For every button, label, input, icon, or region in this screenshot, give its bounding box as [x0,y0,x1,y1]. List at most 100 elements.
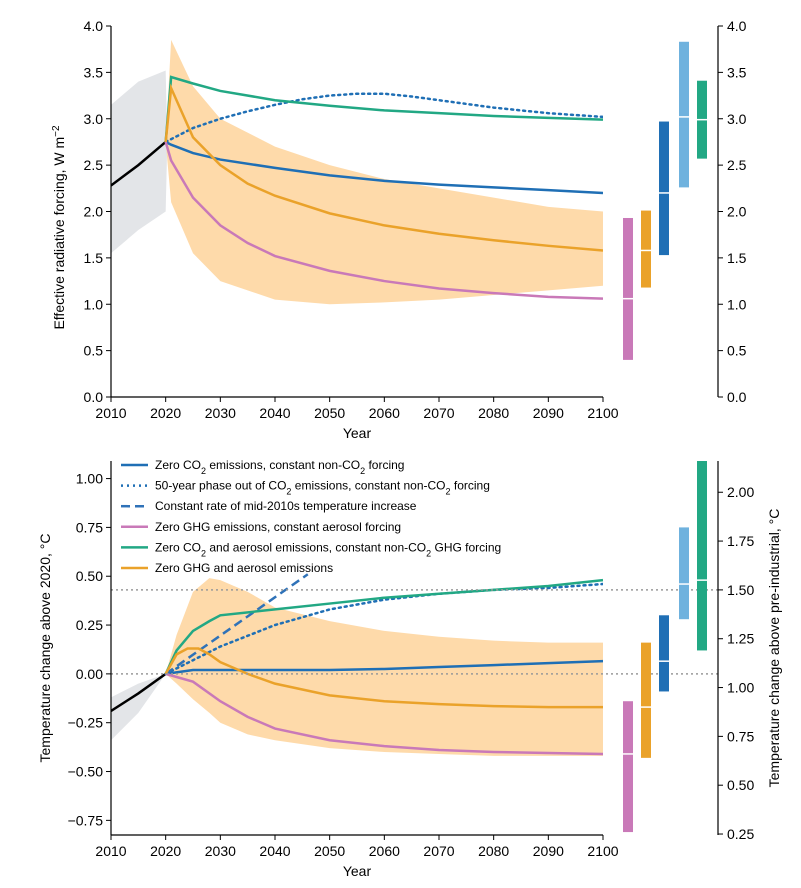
right-y-tick-label: 2.5 [727,157,747,173]
y-tick-label: 0.25 [76,617,103,633]
y-tick-label: 1.00 [76,471,103,487]
right-y-tick-label: 1.00 [727,680,754,696]
legend-text-part: 2 [201,548,206,558]
right-y-tick-label: 1.5 [727,250,747,266]
x-tick-label: 2050 [314,843,345,859]
legend-label-phase_out: 50-year phase out of CO2 emissions, cons… [155,479,490,497]
forcing-panel: 2010 2020 2030 2040 2050 2060 2070 2080 2090 2100… [51,18,747,441]
legend-text-part: emissions, constant non-CO [206,458,360,472]
plot-area [111,39,603,305]
y-tick-label: 4.0 [84,18,104,34]
x-axis-label: Year [343,863,372,879]
series-line-zero_co2_aerosol [164,75,603,143]
x-tick-label: 2010 [95,843,126,859]
series-line-constant_rate [164,573,309,675]
y-tick-label: 3.5 [84,64,104,80]
legend-text-part: forcing [365,458,404,472]
series-line-phase_out [164,582,603,676]
legend-text-part: Constant rate of mid-2010s temperature i… [155,499,417,513]
y-tick-label: 2.0 [84,204,104,220]
x-tick-label: 2030 [205,843,236,859]
legend-text-part: Zero CO [155,540,201,554]
range-bar-zero_ghg_aerosol [641,642,651,758]
x-tick-label: 2030 [205,405,236,421]
right-y-tick-label: 3.5 [727,64,747,80]
x-tick-label: 2010 [95,405,126,421]
legend-text-part: forcing [451,479,490,493]
x-tick-label: 2100 [587,405,618,421]
right-y-tick-label: 0.50 [727,777,754,793]
legend-text-part: 50-year phase out of CO [155,479,286,493]
right-y-tick-label: 3.0 [727,111,747,127]
history-line [111,672,167,713]
y-tick-label: −0.50 [68,764,104,780]
x-axis-label: Year [343,425,372,441]
x-tick-label: 2020 [150,843,181,859]
right-y-tick-label: 2.00 [727,484,754,500]
legend-text-part: emissions, constant non-CO [291,479,445,493]
x-tick-label: 2080 [478,405,509,421]
range-bar-zero_co2 [659,615,669,692]
x-tick-label: 2060 [369,843,400,859]
legend-text-part: 2 [360,466,365,476]
legend-text-part: 2 [201,466,206,476]
y-tick-label: 0.00 [76,666,103,682]
right-y-tick-label: 0.25 [727,826,754,842]
y-tick-label: 0.5 [84,343,104,359]
temperature-panel: 2010 2020 2030 2040 2050 2060 2070 2080 2090 2100… [37,458,782,879]
x-tick-label: 2100 [587,843,618,859]
legend-label-zero_co2: Zero CO2 emissions, constant non-CO2 for… [155,458,404,476]
legend-text-part: 2 [286,487,291,497]
legend-text-part: and aerosol emissions, constant non-CO [206,540,426,554]
range-bar-zero_ghg_aerosol [641,210,651,288]
range-bar-zero_ghg [623,701,633,833]
right-y-tick-label: 4.0 [727,18,747,34]
legend: Zero CO2 emissions, constant non-CO2 for… [121,458,501,575]
series-line-zero_ghg_aerosol [164,83,603,252]
right-y-tick-label: 1.0 [727,296,747,312]
aerosol-uncertainty-band [165,578,603,756]
y-axis-label: Effective radiative forcing, W m−2 [51,125,68,330]
right-y-tick-label: 0.5 [727,343,747,359]
x-tick-label: 2020 [150,405,181,421]
legend-text-part: Zero GHG and aerosol emissions [155,561,333,575]
right-y-tick-label: 2.0 [727,204,747,220]
range-bar-zero_co2 [659,121,669,256]
range-bar-zero_ghg [623,217,633,360]
legend-text-part: 2 [446,487,451,497]
right-y-tick-label: 0.75 [727,728,754,744]
y-tick-label: 2.5 [84,157,104,173]
x-tick-label: 2070 [423,405,454,421]
x-tick-label: 2090 [533,405,564,421]
right-y-tick-label: 1.75 [727,533,754,549]
x-tick-label: 2070 [423,843,454,859]
aerosol-uncertainty-band [165,39,603,305]
x-tick-label: 2090 [533,843,564,859]
x-tick-label: 2050 [314,405,345,421]
y-tick-label: 1.0 [84,296,104,312]
legend-text-part: 2 [426,548,431,558]
series-line-zero_co2 [165,140,603,195]
series-line-zero_ghg [164,141,603,300]
legend-label-zero_ghg_aerosol: Zero GHG and aerosol emissions [155,561,333,575]
range-bar-zero_co2_aerosol [697,461,707,651]
series-line-zero_ghg [165,672,603,756]
legend-label-zero_ghg: Zero GHG emissions, constant aerosol for… [155,520,401,534]
y-tick-label: 1.5 [84,250,104,266]
x-tick-label: 2060 [369,405,400,421]
range-bar-bar_light_blue [679,527,689,620]
x-tick-label: 2040 [259,843,290,859]
y-tick-label: 3.0 [84,111,104,127]
range-bar-bar_light_blue [679,41,689,188]
x-tick-label: 2040 [259,405,290,421]
right-y-axis-label: Temperature change above pre-industrial,… [766,509,782,788]
right-y-tick-label: 0.0 [727,389,747,405]
legend-text-part: GHG forcing [431,540,501,554]
y-tick-label: −0.25 [68,715,104,731]
y-tick-label: −0.75 [68,812,104,828]
history-uncertainty-band [111,70,168,254]
plot-area [111,573,603,756]
legend-text-part: Zero CO [155,458,201,472]
y-tick-label: 0.0 [84,389,104,405]
